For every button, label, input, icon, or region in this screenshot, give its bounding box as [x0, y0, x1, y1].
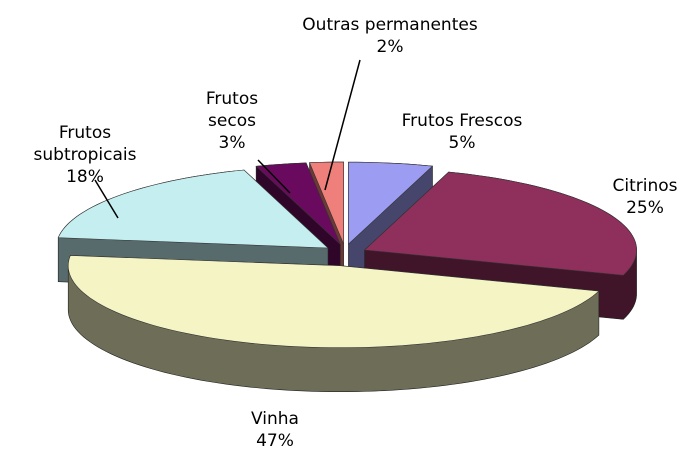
- slice: [309, 161, 344, 245]
- slice-label: Frutos secos 3%: [192, 88, 272, 154]
- slice-label: Frutos subtropicais 18%: [10, 122, 160, 188]
- slice-label: Citrinos 25%: [590, 175, 683, 219]
- category-name: Frutos Frescos: [401, 111, 523, 131]
- category-name: Outras permanentes: [302, 15, 478, 35]
- slice: [348, 161, 434, 245]
- percent-label: 5%: [448, 133, 476, 153]
- slice: [67, 255, 600, 349]
- leader-line: [94, 179, 119, 219]
- slice-label: Frutos Frescos 5%: [377, 110, 547, 154]
- percent-label: 47%: [256, 431, 294, 451]
- leader-line: [257, 159, 291, 194]
- category-name: Vinha: [251, 409, 299, 429]
- category-name: Citrinos: [612, 176, 678, 196]
- percent-label: 3%: [218, 133, 246, 153]
- category-name: Frutos subtropicais: [33, 123, 137, 165]
- slice: [255, 162, 341, 245]
- leader-line: [324, 59, 361, 191]
- percent-label: 25%: [626, 198, 664, 218]
- slice: [57, 169, 329, 249]
- slice-label: Outras permanentes 2%: [275, 14, 505, 58]
- slice-label: Vinha 47%: [215, 408, 335, 452]
- percent-label: 2%: [376, 37, 404, 57]
- slice: [363, 171, 637, 276]
- category-name: Frutos secos: [205, 89, 259, 131]
- percent-label: 18%: [66, 167, 104, 187]
